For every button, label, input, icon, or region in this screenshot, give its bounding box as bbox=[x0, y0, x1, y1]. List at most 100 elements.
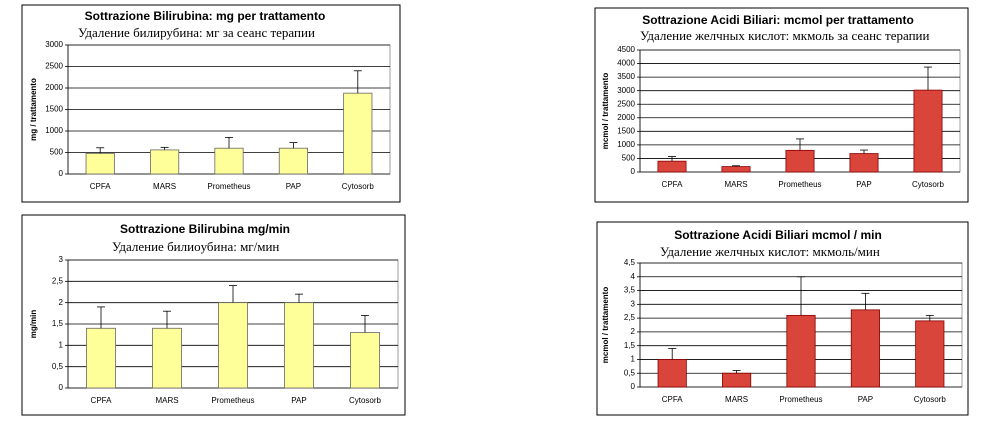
y-tick-label: 2,5 bbox=[624, 313, 636, 322]
x-tick-label: Cytosorb bbox=[349, 396, 382, 405]
error-bar bbox=[732, 370, 741, 374]
error-bar bbox=[860, 149, 868, 154]
y-tick-label: 2,5 bbox=[52, 276, 64, 285]
error-bar bbox=[97, 306, 105, 329]
x-tick-label: Cytosorb bbox=[342, 182, 375, 191]
y-tick-label: 1500 bbox=[45, 105, 63, 114]
x-tick-label: CPFA bbox=[90, 182, 112, 191]
y-tick-label: 2000 bbox=[45, 83, 63, 92]
bar bbox=[657, 160, 687, 173]
bar bbox=[86, 327, 116, 389]
y-tick-label: 1,5 bbox=[624, 341, 636, 350]
error-bar bbox=[797, 276, 805, 316]
y-axis-label: mg / trattamento bbox=[29, 78, 38, 141]
x-tick-label: MARS bbox=[724, 180, 747, 189]
chart-title: Sottrazione Acidi Biliari: mcmol per tra… bbox=[642, 13, 914, 27]
bar bbox=[657, 359, 687, 388]
bar bbox=[350, 332, 380, 389]
error-bar bbox=[668, 348, 677, 360]
y-tick-label: 2 bbox=[631, 327, 636, 336]
y-tick-label: 4 bbox=[631, 272, 636, 281]
chart-title: Sottrazione Bilirubina: mg per trattamen… bbox=[85, 9, 326, 23]
y-tick-label: 3 bbox=[631, 299, 636, 308]
y-tick-label: 2500 bbox=[45, 62, 63, 71]
chart-subtitle: Удаление билирубина: мг за сеанс терапии bbox=[78, 25, 315, 40]
y-tick-label: 3500 bbox=[617, 72, 635, 81]
chart-title: Sottrazione Acidi Biliari mcmol / min bbox=[674, 228, 882, 242]
x-tick-label: PAP bbox=[856, 180, 871, 189]
bar bbox=[913, 89, 943, 173]
bar bbox=[214, 147, 244, 175]
y-tick-label: 0 bbox=[631, 167, 636, 176]
y-tick-label: 4500 bbox=[617, 45, 635, 54]
x-tick-label: PAP bbox=[286, 182, 301, 191]
bar bbox=[150, 149, 180, 175]
y-tick-label: 0 bbox=[59, 383, 64, 392]
error-bar bbox=[163, 310, 171, 329]
y-tick-label: 0 bbox=[59, 169, 64, 178]
y-tick-label: 0,5 bbox=[624, 368, 636, 377]
y-tick-label: 2 bbox=[59, 298, 64, 307]
y-tick-label: 3,5 bbox=[624, 286, 636, 295]
x-tick-label: Prometheus bbox=[207, 182, 250, 191]
y-tick-label: 500 bbox=[50, 148, 64, 157]
error-bar bbox=[289, 142, 298, 149]
y-tick-label: 3 bbox=[59, 255, 64, 264]
x-tick-label: Prometheus bbox=[211, 396, 254, 405]
error-bar bbox=[361, 315, 369, 333]
y-tick-label: 500 bbox=[622, 154, 636, 163]
error-bar bbox=[924, 66, 932, 91]
error-bar bbox=[353, 70, 362, 94]
error-bar bbox=[295, 293, 303, 303]
x-tick-label: Cytosorb bbox=[914, 395, 947, 404]
x-tick-label: MARS bbox=[153, 182, 176, 191]
chart-subtitle: Удаление желчных кислот: мкмоль за сеанс… bbox=[640, 28, 930, 43]
y-axis-label: mcmol / trattamento bbox=[601, 73, 610, 150]
bar bbox=[850, 309, 880, 388]
x-tick-label: MARS bbox=[155, 396, 178, 405]
bar bbox=[85, 152, 115, 175]
bar bbox=[284, 302, 314, 389]
y-axis-label: mg/min bbox=[29, 310, 38, 339]
bar bbox=[721, 166, 751, 173]
bar bbox=[785, 149, 815, 173]
bar bbox=[343, 92, 373, 175]
error-bar bbox=[732, 165, 740, 167]
x-tick-label: CPFA bbox=[662, 395, 684, 404]
bar bbox=[722, 372, 752, 388]
x-tick-label: Cytosorb bbox=[912, 180, 945, 189]
x-tick-label: MARS bbox=[725, 395, 748, 404]
bar bbox=[278, 147, 308, 175]
y-tick-label: 3000 bbox=[617, 86, 635, 95]
x-tick-label: CPFA bbox=[91, 396, 113, 405]
y-tick-label: 1 bbox=[59, 340, 64, 349]
bar bbox=[915, 320, 945, 388]
y-tick-label: 2000 bbox=[617, 113, 635, 122]
chart: Sottrazione Bilirubina: mg per trattamen… bbox=[21, 4, 401, 203]
y-tick-label: 0 bbox=[631, 382, 636, 391]
chart: Sottrazione Acidi Biliari: mcmol per tra… bbox=[594, 7, 969, 203]
chart: Sottrazione Bilirubina mg/min Удаление би… bbox=[21, 214, 406, 416]
y-tick-label: 1500 bbox=[617, 126, 635, 135]
error-bar bbox=[225, 137, 233, 149]
y-tick-label: 4,5 bbox=[624, 258, 636, 267]
x-tick-label: CPFA bbox=[662, 180, 684, 189]
error-bar bbox=[796, 138, 804, 151]
chart-subtitle: Удаление желчных кислот: мкмоль/мин bbox=[660, 244, 880, 259]
chart: Sottrazione Acidi Biliari mcmol / min Уда… bbox=[596, 221, 969, 416]
y-tick-label: 4000 bbox=[617, 59, 635, 68]
y-tick-label: 1000 bbox=[617, 140, 635, 149]
y-tick-label: 2500 bbox=[617, 99, 635, 108]
chart-title: Sottrazione Bilirubina mg/min bbox=[120, 222, 290, 236]
error-bar bbox=[925, 314, 934, 321]
chart-subtitle: Удаление билиoубина: мг/мин bbox=[112, 239, 279, 254]
y-tick-label: 0,5 bbox=[52, 362, 64, 371]
error-bar bbox=[96, 147, 105, 154]
y-tick-label: 3000 bbox=[45, 40, 63, 49]
x-tick-label: Prometheus bbox=[778, 180, 821, 189]
y-tick-label: 1,5 bbox=[52, 319, 64, 328]
error-bar bbox=[229, 285, 237, 303]
y-tick-label: 1000 bbox=[45, 126, 63, 135]
